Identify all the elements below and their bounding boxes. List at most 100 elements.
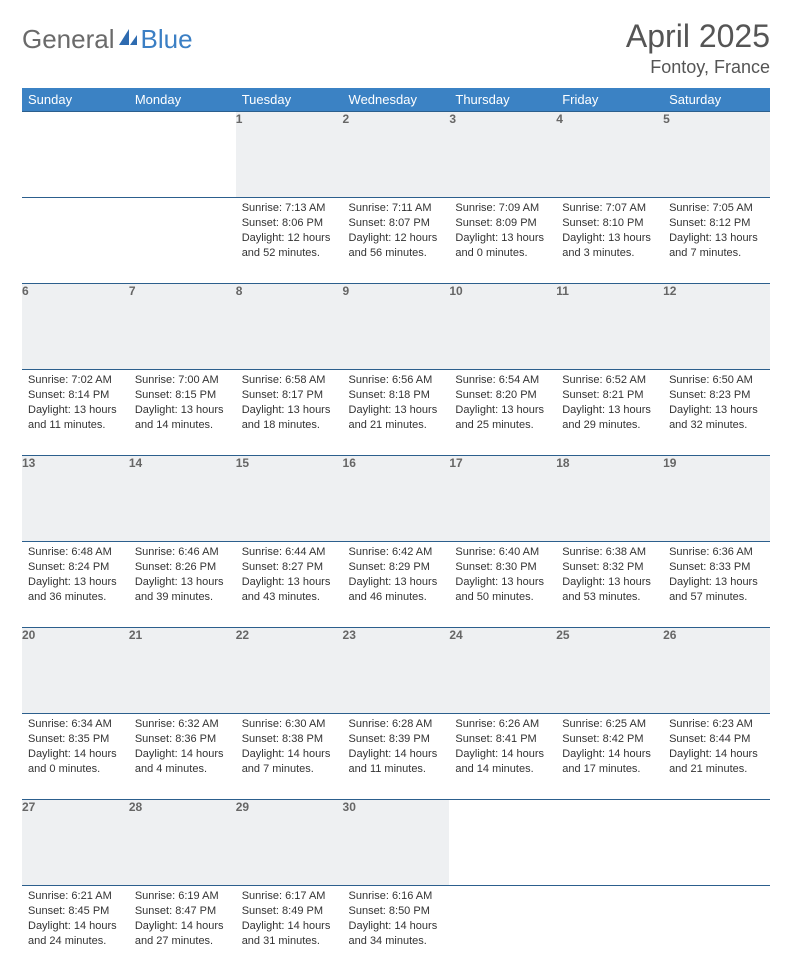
- sunrise-text: Sunrise: 6:50 AM: [669, 373, 764, 388]
- sunset-text: Sunset: 8:20 PM: [455, 388, 550, 403]
- day-number-cell: 27: [22, 800, 129, 886]
- sunset-text: Sunset: 8:10 PM: [562, 216, 657, 231]
- day-number-cell: 21: [129, 628, 236, 714]
- daylight-text: Daylight: 14 hours and 0 minutes.: [28, 747, 123, 777]
- day-body-cell: Sunrise: 6:34 AMSunset: 8:35 PMDaylight:…: [22, 714, 129, 800]
- sunset-text: Sunset: 8:50 PM: [349, 904, 444, 919]
- daylight-text: Daylight: 14 hours and 4 minutes.: [135, 747, 230, 777]
- day-details: Sunrise: 7:09 AMSunset: 8:09 PMDaylight:…: [449, 198, 556, 266]
- day-details: Sunrise: 6:58 AMSunset: 8:17 PMDaylight:…: [236, 370, 343, 438]
- calendar-table: SundayMondayTuesdayWednesdayThursdayFrid…: [22, 88, 770, 972]
- day-body-cell: Sunrise: 6:16 AMSunset: 8:50 PMDaylight:…: [343, 886, 450, 972]
- day-details: Sunrise: 7:13 AMSunset: 8:06 PMDaylight:…: [236, 198, 343, 266]
- day-number-cell: [449, 800, 556, 886]
- day-body-cell: Sunrise: 6:42 AMSunset: 8:29 PMDaylight:…: [343, 542, 450, 628]
- sunrise-text: Sunrise: 6:23 AM: [669, 717, 764, 732]
- daylight-text: Daylight: 13 hours and 46 minutes.: [349, 575, 444, 605]
- daylight-text: Daylight: 13 hours and 39 minutes.: [135, 575, 230, 605]
- day-number-row: 12345: [22, 112, 770, 198]
- sunrise-text: Sunrise: 7:00 AM: [135, 373, 230, 388]
- sunset-text: Sunset: 8:23 PM: [669, 388, 764, 403]
- day-number-cell: [129, 112, 236, 198]
- day-details: Sunrise: 6:19 AMSunset: 8:47 PMDaylight:…: [129, 886, 236, 954]
- day-details: Sunrise: 6:28 AMSunset: 8:39 PMDaylight:…: [343, 714, 450, 782]
- brand-text-general: General: [22, 24, 115, 55]
- day-number-cell: 17: [449, 456, 556, 542]
- day-body-cell: Sunrise: 7:09 AMSunset: 8:09 PMDaylight:…: [449, 198, 556, 284]
- page-header: General Blue April 2025 Fontoy, France: [22, 18, 770, 78]
- day-number-cell: 2: [343, 112, 450, 198]
- day-details: Sunrise: 6:54 AMSunset: 8:20 PMDaylight:…: [449, 370, 556, 438]
- day-number-cell: 3: [449, 112, 556, 198]
- day-number-cell: 26: [663, 628, 770, 714]
- day-number-row: 27282930: [22, 800, 770, 886]
- sunrise-text: Sunrise: 6:44 AM: [242, 545, 337, 560]
- sunrise-text: Sunrise: 6:58 AM: [242, 373, 337, 388]
- day-number-row: 13141516171819: [22, 456, 770, 542]
- sunrise-text: Sunrise: 6:56 AM: [349, 373, 444, 388]
- daylight-text: Daylight: 13 hours and 3 minutes.: [562, 231, 657, 261]
- day-body-cell: [129, 198, 236, 284]
- sunset-text: Sunset: 8:42 PM: [562, 732, 657, 747]
- sunset-text: Sunset: 8:15 PM: [135, 388, 230, 403]
- sunrise-text: Sunrise: 7:07 AM: [562, 201, 657, 216]
- daylight-text: Daylight: 12 hours and 52 minutes.: [242, 231, 337, 261]
- day-body-cell: Sunrise: 6:21 AMSunset: 8:45 PMDaylight:…: [22, 886, 129, 972]
- daylight-text: Daylight: 13 hours and 14 minutes.: [135, 403, 230, 433]
- day-body-cell: Sunrise: 6:26 AMSunset: 8:41 PMDaylight:…: [449, 714, 556, 800]
- day-details: Sunrise: 6:32 AMSunset: 8:36 PMDaylight:…: [129, 714, 236, 782]
- sunset-text: Sunset: 8:41 PM: [455, 732, 550, 747]
- day-details: Sunrise: 6:30 AMSunset: 8:38 PMDaylight:…: [236, 714, 343, 782]
- day-details: Sunrise: 7:02 AMSunset: 8:14 PMDaylight:…: [22, 370, 129, 438]
- daylight-text: Daylight: 13 hours and 43 minutes.: [242, 575, 337, 605]
- sunrise-text: Sunrise: 6:25 AM: [562, 717, 657, 732]
- daylight-text: Daylight: 13 hours and 11 minutes.: [28, 403, 123, 433]
- day-body-cell: Sunrise: 6:25 AMSunset: 8:42 PMDaylight:…: [556, 714, 663, 800]
- day-number-cell: 9: [343, 284, 450, 370]
- day-details: Sunrise: 6:44 AMSunset: 8:27 PMDaylight:…: [236, 542, 343, 610]
- day-number-cell: 1: [236, 112, 343, 198]
- sunrise-text: Sunrise: 6:16 AM: [349, 889, 444, 904]
- sunrise-text: Sunrise: 6:54 AM: [455, 373, 550, 388]
- day-details: Sunrise: 6:36 AMSunset: 8:33 PMDaylight:…: [663, 542, 770, 610]
- daylight-text: Daylight: 13 hours and 50 minutes.: [455, 575, 550, 605]
- day-body-cell: Sunrise: 7:00 AMSunset: 8:15 PMDaylight:…: [129, 370, 236, 456]
- day-body-cell: Sunrise: 6:56 AMSunset: 8:18 PMDaylight:…: [343, 370, 450, 456]
- daylight-text: Daylight: 13 hours and 0 minutes.: [455, 231, 550, 261]
- day-details: Sunrise: 6:56 AMSunset: 8:18 PMDaylight:…: [343, 370, 450, 438]
- daylight-text: Daylight: 14 hours and 7 minutes.: [242, 747, 337, 777]
- day-number-cell: 18: [556, 456, 663, 542]
- sunset-text: Sunset: 8:45 PM: [28, 904, 123, 919]
- sunrise-text: Sunrise: 6:42 AM: [349, 545, 444, 560]
- day-body-cell: Sunrise: 7:11 AMSunset: 8:07 PMDaylight:…: [343, 198, 450, 284]
- sunrise-text: Sunrise: 6:38 AM: [562, 545, 657, 560]
- day-number-cell: 20: [22, 628, 129, 714]
- daylight-text: Daylight: 13 hours and 21 minutes.: [349, 403, 444, 433]
- daylight-text: Daylight: 13 hours and 29 minutes.: [562, 403, 657, 433]
- sunrise-text: Sunrise: 6:52 AM: [562, 373, 657, 388]
- day-body-cell: Sunrise: 6:44 AMSunset: 8:27 PMDaylight:…: [236, 542, 343, 628]
- sunset-text: Sunset: 8:29 PM: [349, 560, 444, 575]
- calendar-header-row: SundayMondayTuesdayWednesdayThursdayFrid…: [22, 88, 770, 112]
- sunrise-text: Sunrise: 6:28 AM: [349, 717, 444, 732]
- sunset-text: Sunset: 8:30 PM: [455, 560, 550, 575]
- sunset-text: Sunset: 8:12 PM: [669, 216, 764, 231]
- sunrise-text: Sunrise: 6:21 AM: [28, 889, 123, 904]
- day-details: Sunrise: 6:50 AMSunset: 8:23 PMDaylight:…: [663, 370, 770, 438]
- day-body-cell: [22, 198, 129, 284]
- daylight-text: Daylight: 13 hours and 57 minutes.: [669, 575, 764, 605]
- day-body-cell: Sunrise: 6:23 AMSunset: 8:44 PMDaylight:…: [663, 714, 770, 800]
- day-number-cell: 14: [129, 456, 236, 542]
- weekday-header: Friday: [556, 88, 663, 112]
- day-body-cell: Sunrise: 6:19 AMSunset: 8:47 PMDaylight:…: [129, 886, 236, 972]
- weekday-header: Wednesday: [343, 88, 450, 112]
- day-details: Sunrise: 6:17 AMSunset: 8:49 PMDaylight:…: [236, 886, 343, 954]
- brand-sail-icon: [117, 27, 139, 52]
- day-number-cell: 11: [556, 284, 663, 370]
- day-number-cell: 16: [343, 456, 450, 542]
- sunset-text: Sunset: 8:14 PM: [28, 388, 123, 403]
- sunset-text: Sunset: 8:09 PM: [455, 216, 550, 231]
- sunset-text: Sunset: 8:36 PM: [135, 732, 230, 747]
- sunset-text: Sunset: 8:24 PM: [28, 560, 123, 575]
- daylight-text: Daylight: 14 hours and 11 minutes.: [349, 747, 444, 777]
